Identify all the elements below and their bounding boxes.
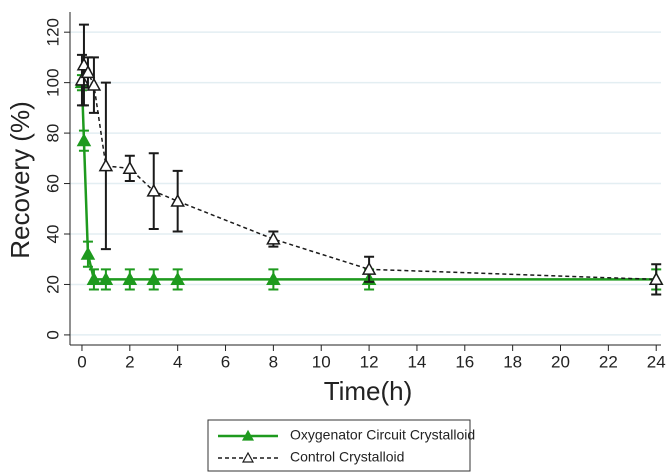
marker — [146, 183, 162, 197]
x-tick-label: 0 — [77, 352, 86, 371]
marker — [170, 193, 185, 207]
legend-marker — [241, 429, 255, 441]
marker — [86, 77, 102, 91]
y-tick-label: 60 — [43, 174, 62, 193]
y-tick-label: 100 — [43, 68, 62, 96]
marker — [361, 261, 377, 275]
marker — [122, 160, 138, 174]
marker — [122, 271, 138, 285]
marker — [80, 246, 96, 260]
series-line — [80, 82, 657, 281]
y-axis-label: Recovery (%) — [5, 101, 35, 258]
x-tick-label: 8 — [269, 352, 278, 371]
x-tick-label: 4 — [173, 352, 182, 371]
y-tick-label: 80 — [43, 124, 62, 143]
x-tick-label: 18 — [503, 352, 522, 371]
x-tick-label: 20 — [551, 352, 570, 371]
x-tick-label: 10 — [312, 352, 331, 371]
marker — [170, 271, 185, 285]
y-tick-label: 0 — [43, 330, 62, 339]
x-tick-label: 2 — [125, 352, 134, 371]
marker — [98, 158, 114, 172]
x-tick-label: 12 — [360, 352, 379, 371]
marker — [74, 72, 90, 86]
legend-label: Control Crystalloid — [290, 449, 404, 465]
legend-label: Oxygenator Circuit Crystalloid — [290, 427, 475, 443]
marker — [266, 271, 281, 285]
y-tick-label: 20 — [43, 275, 62, 294]
marker — [146, 271, 162, 285]
x-tick-label: 24 — [647, 352, 666, 371]
y-tick-label: 40 — [43, 225, 62, 244]
legend-marker — [241, 451, 255, 463]
x-tick-label: 6 — [221, 352, 230, 371]
marker — [98, 271, 114, 285]
x-axis-label: Time(h) — [324, 376, 413, 406]
marker — [266, 231, 281, 245]
x-tick-label: 16 — [455, 352, 474, 371]
marker — [86, 271, 102, 285]
marker — [80, 65, 96, 79]
series-line — [81, 62, 657, 281]
marker — [648, 271, 664, 285]
marker — [76, 133, 92, 147]
x-tick-label: 22 — [599, 352, 618, 371]
x-tick-label: 14 — [407, 352, 426, 371]
y-tick-label: 120 — [43, 18, 62, 46]
